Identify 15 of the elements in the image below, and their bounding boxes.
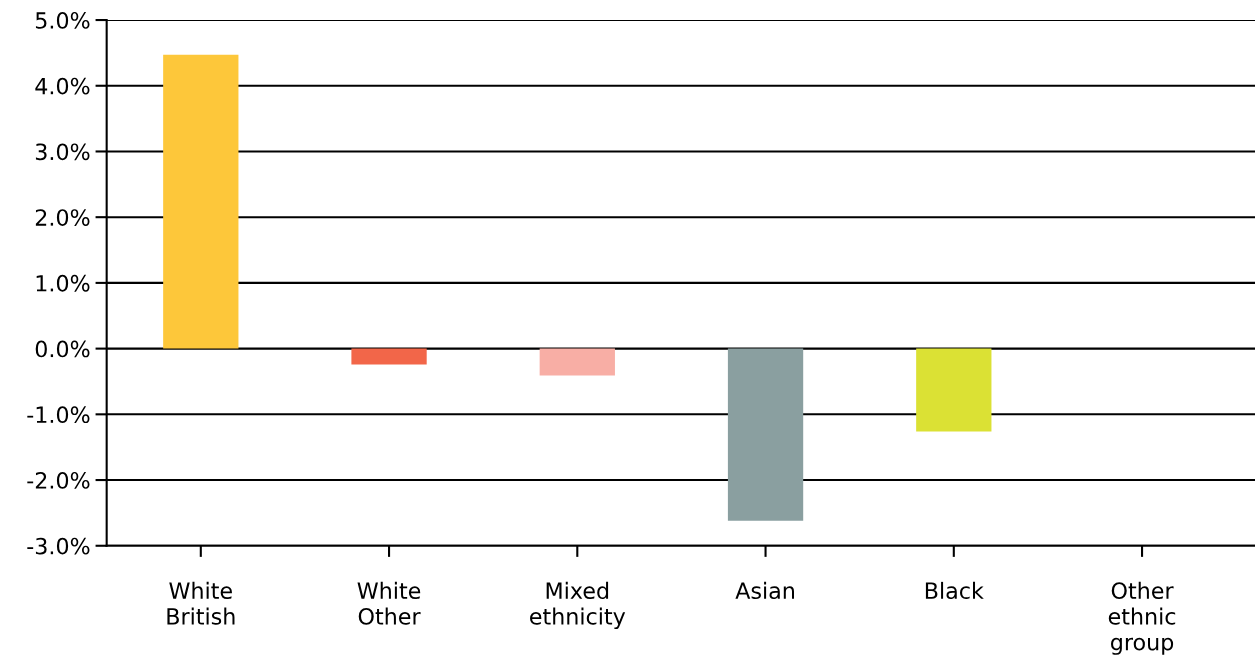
x-tick-label: Asian — [735, 581, 794, 600]
y-tick-label: -2.0% — [27, 471, 90, 489]
x-tick-label: White British — [167, 581, 235, 625]
x-tick-label: Mixed ethnicity — [530, 581, 626, 630]
y-tick-label: 1.0% — [36, 274, 90, 292]
y-tick-label: 3.0% — [35, 143, 90, 161]
y-tick-label: -3.0% — [27, 537, 90, 555]
x-tick-label: Black — [925, 581, 984, 600]
y-tick-label: 0.0% — [35, 340, 90, 358]
y-tick-label: 5.0% — [35, 11, 90, 29]
x-tick-label: White Other — [357, 581, 421, 625]
y-tick-label: -1.0% — [27, 406, 90, 424]
x-tick-label: Other ethnic group — [1108, 581, 1176, 655]
y-tick-label: 4.0% — [35, 77, 90, 95]
y-tick-label: 2.0% — [35, 209, 90, 226]
